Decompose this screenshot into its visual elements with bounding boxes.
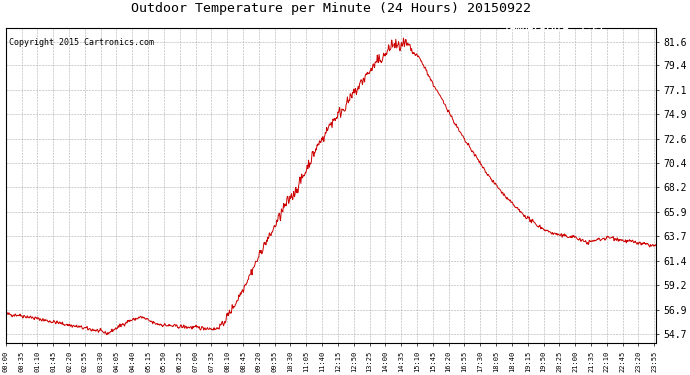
Title: Outdoor Temperature per Minute (24 Hours) 20150922: Outdoor Temperature per Minute (24 Hours… <box>131 2 531 15</box>
Text: Copyright 2015 Cartronics.com: Copyright 2015 Cartronics.com <box>9 38 154 47</box>
